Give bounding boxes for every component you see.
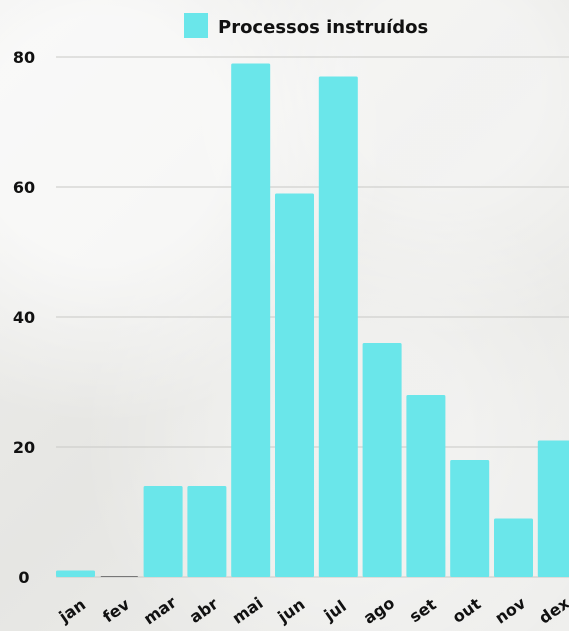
- y-axis-tick-labels: 0 20 40 60 80: [13, 48, 35, 587]
- x-tick-label-fev: fev: [99, 594, 133, 626]
- bar-nov: [494, 518, 533, 577]
- bar-out: [450, 460, 490, 577]
- legend: Processos instruídos: [184, 13, 428, 38]
- x-tick-label-abr: abr: [186, 594, 222, 627]
- x-axis-category-labels: jan fev mar abr mai jun jul ago set out nov dex: [55, 593, 569, 629]
- x-tick-label-nov: nov: [491, 593, 529, 628]
- y-tick-label: 20: [13, 438, 35, 457]
- y-tick-label: 80: [13, 48, 35, 67]
- y-tick-label: 0: [18, 568, 29, 587]
- bar-ago: [362, 343, 402, 577]
- bar-mai: [231, 63, 271, 577]
- legend-swatch: [184, 13, 208, 38]
- y-tick-label: 60: [13, 178, 35, 197]
- bars-layer: [56, 63, 569, 577]
- x-tick-label-dex: dex: [535, 593, 569, 628]
- bar-jun: [275, 193, 314, 577]
- x-tick-label-out: out: [449, 594, 485, 627]
- bar-dex: [537, 440, 569, 577]
- x-tick-label-mai: mai: [229, 593, 267, 627]
- bar-jul: [318, 76, 358, 577]
- bar-mar: [143, 486, 183, 577]
- x-tick-label-mar: mar: [140, 593, 180, 629]
- bar-set: [406, 395, 446, 577]
- x-tick-label-jun: jun: [274, 595, 309, 627]
- legend-label: Processos instruídos: [218, 17, 428, 38]
- x-tick-label-jan: jan: [55, 595, 89, 627]
- bar-abr: [187, 486, 227, 577]
- x-tick-label-jul: jul: [320, 596, 350, 625]
- x-tick-label-ago: ago: [360, 593, 398, 628]
- bar-jan: [56, 570, 95, 577]
- x-tick-label-set: set: [406, 594, 440, 626]
- y-tick-label: 40: [13, 308, 35, 327]
